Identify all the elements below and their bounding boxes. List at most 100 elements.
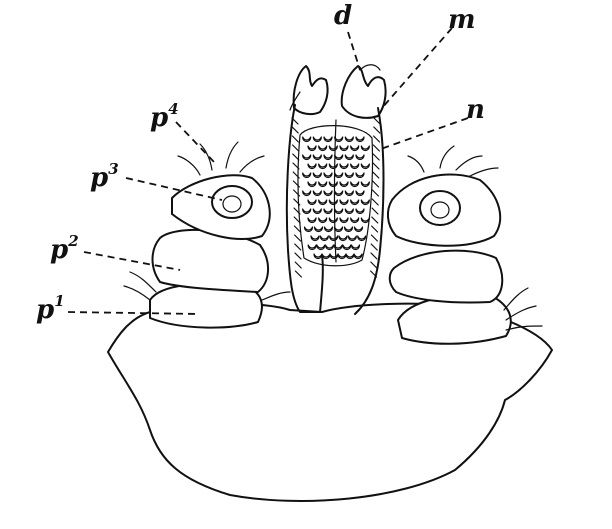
denticle xyxy=(323,136,333,143)
denticle xyxy=(344,190,354,197)
hatch-line xyxy=(291,117,299,125)
denticle xyxy=(334,172,344,179)
denticle xyxy=(329,235,339,242)
leader-p1 xyxy=(67,311,201,315)
hatch-line xyxy=(292,153,300,161)
denticle xyxy=(307,163,317,170)
hatch-line xyxy=(373,135,381,143)
hatch-line xyxy=(372,171,380,179)
denticle xyxy=(339,145,349,152)
denticle xyxy=(307,244,317,251)
label-m: m xyxy=(448,5,476,35)
denticle xyxy=(350,199,360,206)
denticle xyxy=(347,235,357,242)
denticle xyxy=(318,163,328,170)
denticle xyxy=(328,199,338,206)
leader-p3 xyxy=(125,177,223,201)
hatch-line xyxy=(294,252,302,260)
denticle xyxy=(318,217,328,224)
hatch-line xyxy=(293,216,301,224)
denticle xyxy=(342,244,352,251)
left-palp-article-4 xyxy=(211,185,253,219)
hatch-line xyxy=(372,180,380,188)
hatch-line xyxy=(373,126,381,134)
denticle xyxy=(307,199,317,206)
denticle xyxy=(318,145,328,152)
denticle-field xyxy=(302,136,370,260)
denticle xyxy=(355,208,365,215)
denticle xyxy=(350,217,360,224)
denticle xyxy=(323,208,333,215)
hatch-line xyxy=(370,234,378,242)
denticle xyxy=(307,181,317,188)
hatch-line xyxy=(292,144,300,152)
denticle xyxy=(334,136,344,143)
basis-capituli xyxy=(107,302,553,503)
denticle xyxy=(339,199,349,206)
right-palp-setae xyxy=(407,145,543,331)
hatch-line xyxy=(371,207,379,215)
right-palp-article-4-core xyxy=(430,201,450,219)
denticle xyxy=(344,208,354,215)
hatch-line xyxy=(293,189,301,197)
denticle xyxy=(307,145,317,152)
leader-n xyxy=(377,117,469,151)
denticle xyxy=(360,145,370,152)
label-n: n xyxy=(466,95,485,125)
denticle xyxy=(339,217,349,224)
denticle xyxy=(343,226,354,233)
denticle xyxy=(302,190,312,197)
denticle xyxy=(321,253,331,260)
denticle xyxy=(334,154,344,161)
denticle xyxy=(355,136,365,143)
right-palp-article-4 xyxy=(419,190,461,226)
denticle xyxy=(328,163,338,170)
hatch-line xyxy=(372,144,380,152)
denticle xyxy=(353,226,364,233)
label-p4: p4 xyxy=(150,100,179,133)
chelicera-right xyxy=(340,65,387,119)
denticle xyxy=(312,208,322,215)
hatch-line xyxy=(293,207,301,215)
label-p2: p2 xyxy=(50,232,79,265)
denticle xyxy=(344,136,354,143)
denticle xyxy=(319,235,329,242)
hatch-line xyxy=(293,198,301,206)
denticle xyxy=(312,172,322,179)
denticle xyxy=(350,163,360,170)
leader-d xyxy=(347,31,361,71)
denticle xyxy=(355,154,365,161)
label-p2-base: p xyxy=(50,235,68,265)
denticle xyxy=(337,253,347,260)
label-p3-sup: 3 xyxy=(108,160,118,178)
label-p1: p1 xyxy=(36,292,65,325)
left-palp-article-4-core xyxy=(222,195,242,213)
hatch-line xyxy=(371,198,379,206)
hatch-line xyxy=(372,153,380,161)
denticle xyxy=(303,226,314,233)
denticle xyxy=(339,181,349,188)
hatch-line xyxy=(294,243,302,251)
denticle xyxy=(333,226,344,233)
denticle xyxy=(360,199,370,206)
denticle xyxy=(353,253,363,260)
label-p2-sup: 2 xyxy=(67,232,78,250)
label-p3-base: p xyxy=(90,163,108,193)
denticle xyxy=(318,181,328,188)
denticle xyxy=(313,226,324,233)
chelicera-right-digit xyxy=(359,64,381,71)
hatch-line xyxy=(291,126,299,134)
leader-p2 xyxy=(83,251,181,271)
label-p4-base: p xyxy=(150,103,168,133)
hatch-line xyxy=(294,261,302,269)
denticle xyxy=(334,208,344,215)
hypostome-outline xyxy=(285,104,324,313)
denticle xyxy=(302,172,312,179)
denticle xyxy=(323,154,333,161)
denticle xyxy=(323,226,334,233)
denticle xyxy=(339,163,349,170)
hatch-line xyxy=(371,225,379,233)
denticle xyxy=(328,181,338,188)
denticle xyxy=(360,181,370,188)
